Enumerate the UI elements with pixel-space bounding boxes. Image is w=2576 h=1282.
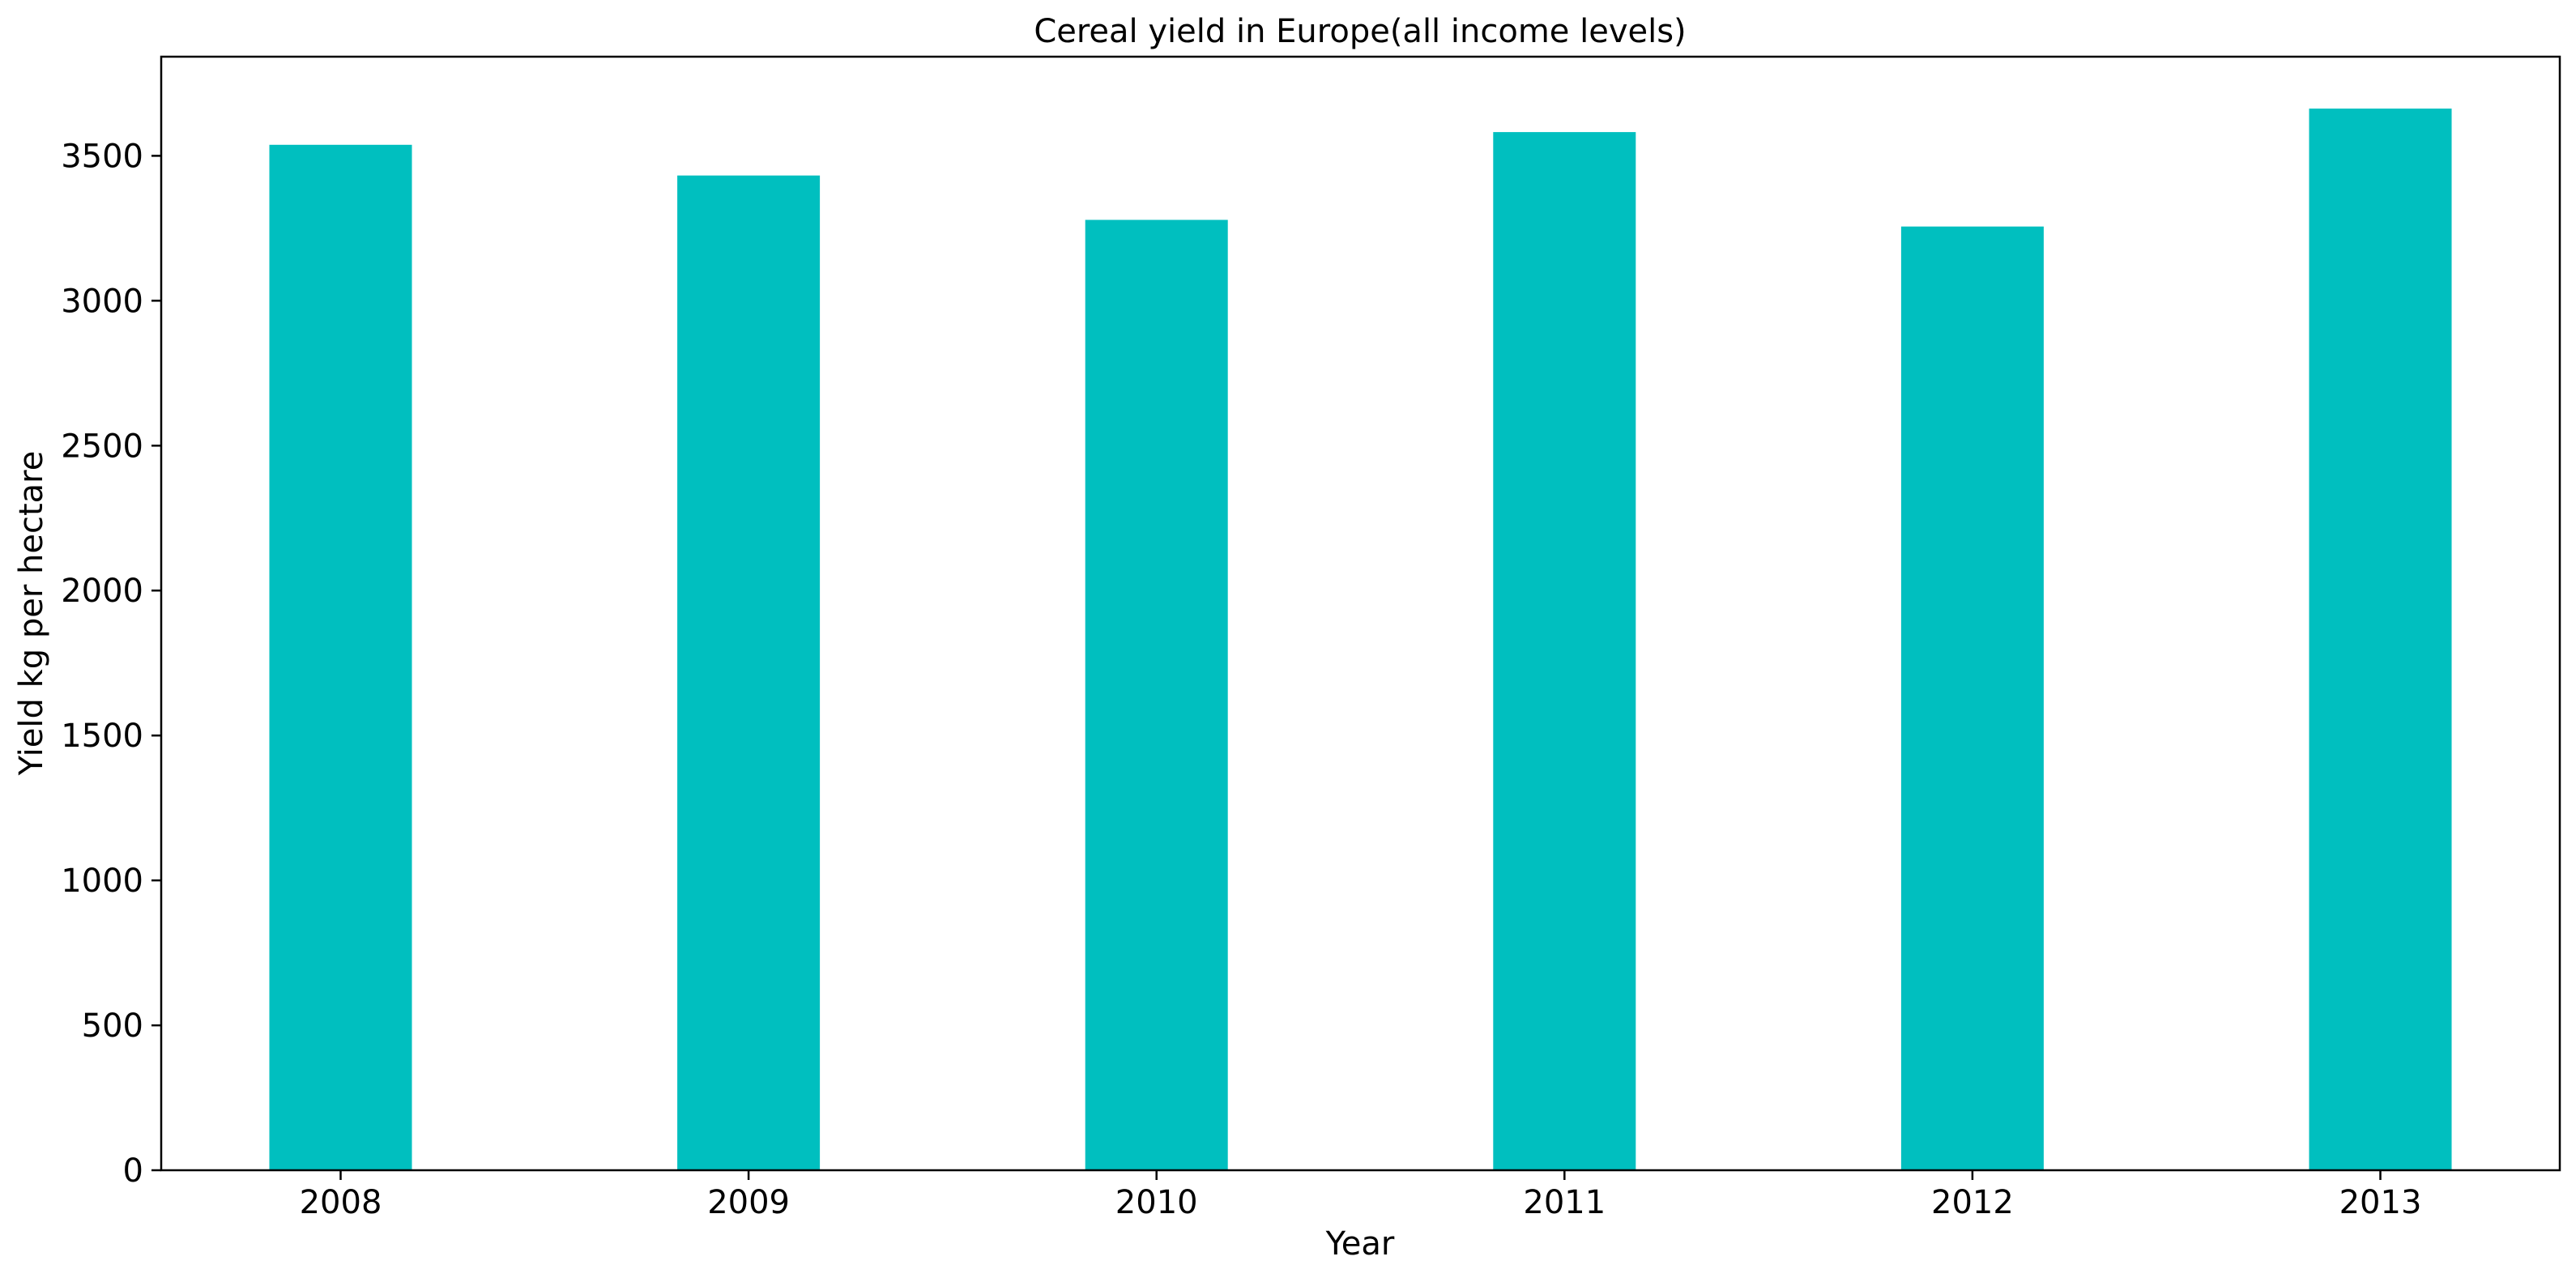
plot-area-frame: [160, 55, 2561, 1172]
y-tick-label-1000: 1000: [61, 862, 143, 900]
chart-title: Cereal yield in Europe(all income levels…: [1034, 13, 1686, 50]
bar-2013: [2309, 109, 2452, 1171]
y-tick-label-500: 500: [82, 1007, 143, 1045]
x-axis-label: Year: [1325, 1225, 1395, 1263]
y-axis-label: Yield kg per hectare: [13, 451, 50, 777]
bar-2008: [269, 144, 412, 1170]
y-tick-label-3500: 3500: [61, 138, 143, 175]
y-tick-label-2000: 2000: [61, 573, 143, 610]
bar-2009: [677, 175, 821, 1171]
x-tick-label-2013: 2013: [2339, 1184, 2422, 1221]
bars-group: [269, 109, 2452, 1171]
y-tick-label-2500: 2500: [61, 428, 143, 465]
y-axis-ticks: 0 500 1000 1500 2000 2500 3000 3500: [61, 138, 161, 1190]
x-tick-label-2008: 2008: [300, 1184, 382, 1221]
y-tick-label-3000: 3000: [61, 283, 143, 320]
x-tick-label-2010: 2010: [1115, 1184, 1198, 1221]
bar-2012: [1900, 226, 2044, 1171]
bar-2011: [1493, 132, 1636, 1171]
x-tick-label-2011: 2011: [1523, 1184, 1606, 1221]
x-tick-label-2009: 2009: [707, 1184, 790, 1221]
x-tick-label-2012: 2012: [1931, 1184, 2014, 1221]
y-tick-label-0: 0: [123, 1152, 143, 1190]
y-tick-label-1500: 1500: [61, 718, 143, 755]
bar-2010: [1085, 219, 1228, 1170]
x-axis-ticks: 2008 2009 2010 2011 2012 2013: [300, 1170, 2422, 1221]
